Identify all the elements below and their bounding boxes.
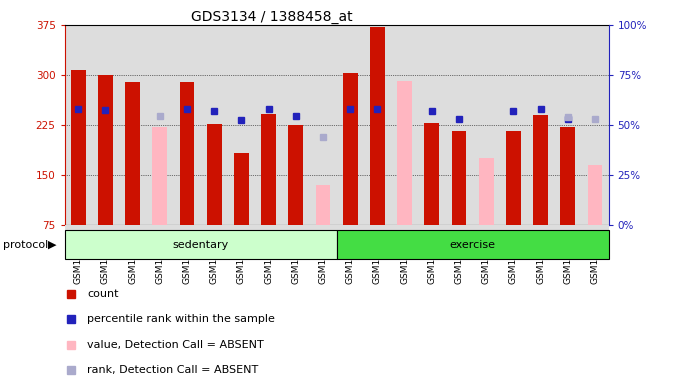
Bar bbox=[533, 115, 548, 225]
Text: exercise: exercise bbox=[449, 240, 496, 250]
Bar bbox=[316, 185, 330, 225]
Bar bbox=[152, 127, 167, 225]
Bar bbox=[397, 81, 412, 225]
Text: ▶: ▶ bbox=[48, 240, 56, 250]
Text: protocol: protocol bbox=[3, 240, 49, 250]
Text: sedentary: sedentary bbox=[173, 240, 228, 250]
Bar bbox=[207, 124, 222, 225]
Bar bbox=[288, 125, 303, 225]
Bar bbox=[424, 123, 439, 225]
Bar bbox=[65, 230, 337, 259]
Bar bbox=[370, 27, 385, 225]
Bar bbox=[506, 131, 521, 225]
Text: value, Detection Call = ABSENT: value, Detection Call = ABSENT bbox=[87, 340, 264, 350]
Bar bbox=[343, 73, 358, 225]
Bar bbox=[180, 82, 194, 225]
Text: GDS3134 / 1388458_at: GDS3134 / 1388458_at bbox=[191, 10, 353, 23]
Bar bbox=[71, 70, 86, 225]
Bar bbox=[452, 131, 466, 225]
Bar bbox=[125, 82, 140, 225]
Text: count: count bbox=[87, 289, 119, 299]
Text: percentile rank within the sample: percentile rank within the sample bbox=[87, 314, 275, 324]
Bar bbox=[479, 158, 494, 225]
Bar bbox=[560, 127, 575, 225]
Bar bbox=[588, 165, 602, 225]
Bar bbox=[234, 153, 249, 225]
Bar bbox=[261, 114, 276, 225]
Bar bbox=[337, 230, 609, 259]
Bar bbox=[98, 75, 113, 225]
Text: rank, Detection Call = ABSENT: rank, Detection Call = ABSENT bbox=[87, 365, 258, 375]
